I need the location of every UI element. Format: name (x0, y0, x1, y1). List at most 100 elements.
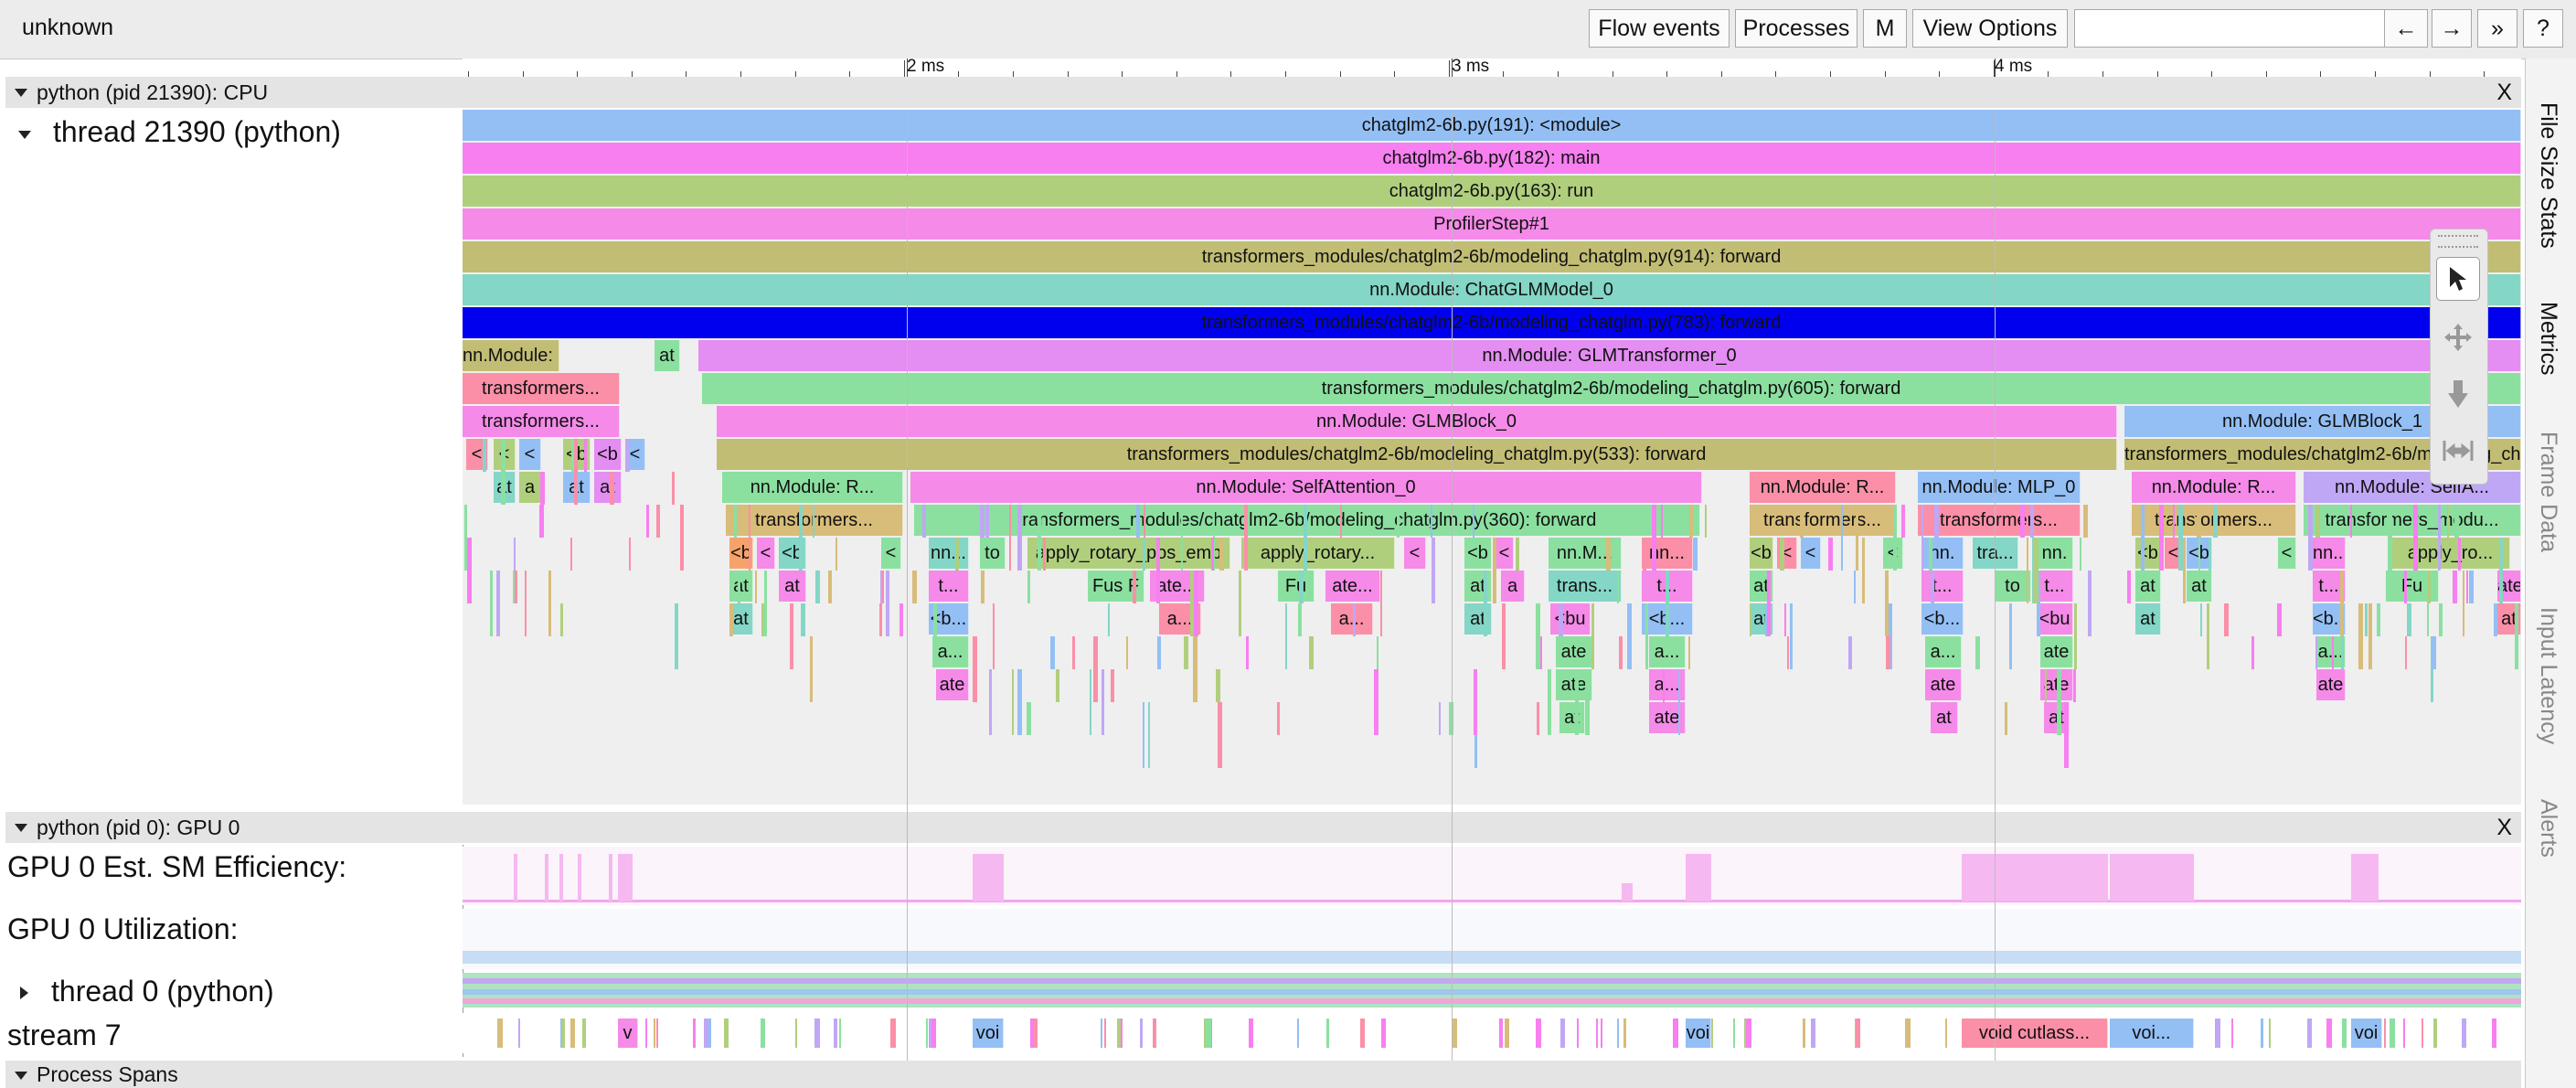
trace-slice[interactable]: <bu (1550, 603, 1591, 635)
search-input[interactable] (2074, 9, 2385, 48)
gpu-thread-track[interactable] (463, 973, 2521, 1008)
gpu-kernel-sliver[interactable] (1104, 1019, 1106, 1048)
close-gpu-process-icon[interactable]: X (2496, 815, 2512, 840)
gpu-kernel-sliver[interactable] (2384, 1019, 2386, 1048)
trace-slice-sliver[interactable] (2030, 505, 2034, 538)
trace-slice-sliver[interactable] (1038, 505, 1041, 571)
trace-slice-sliver[interactable] (1885, 571, 1889, 636)
trace-slice-sliver[interactable] (1181, 505, 1183, 571)
gpu-kernel-sliver[interactable] (1596, 1019, 1598, 1048)
trace-slice-sliver[interactable] (879, 603, 882, 636)
trace-slice-sliver[interactable] (2388, 505, 2392, 571)
trace-slice-sliver[interactable] (791, 636, 793, 669)
trace-slice-sliver[interactable] (1219, 538, 1224, 571)
gpu-kernel-sliver[interactable] (1249, 1019, 1253, 1048)
trace-slice[interactable]: nn. (1921, 538, 1964, 569)
trace-slice-sliver[interactable] (1027, 702, 1031, 735)
trace-slice-sliver[interactable] (2197, 505, 2201, 538)
more-button[interactable]: » (2477, 9, 2517, 48)
trace-slice-sliver[interactable] (836, 538, 837, 571)
trace-slice[interactable]: ate (2316, 669, 2346, 700)
trace-slice-sliver[interactable] (882, 571, 884, 603)
sm-efficiency-track[interactable] (463, 847, 2521, 905)
sidebar-tab-alerts[interactable]: Alerts (2536, 799, 2561, 858)
trace-slice-sliver[interactable] (980, 505, 985, 538)
processes-button[interactable]: Processes (1735, 9, 1857, 48)
trace-slice-sliver[interactable] (1627, 603, 1632, 669)
gpu-kernel-sliver[interactable] (2215, 1019, 2220, 1048)
trace-slice-sliver[interactable] (2515, 603, 2518, 669)
trace-slice[interactable]: apply_ro... (2391, 538, 2510, 569)
trace-slice-sliver[interactable] (1148, 702, 1150, 768)
trace-slice-sliver[interactable] (1841, 505, 1843, 571)
trace-slice-sliver[interactable] (1027, 571, 1030, 603)
thread-caret-icon[interactable] (18, 131, 31, 139)
trace-slice-sliver[interactable] (1585, 669, 1590, 735)
trace-slice-sliver[interactable] (1136, 505, 1140, 538)
gpu-kernel-sliver[interactable] (1297, 1019, 1299, 1048)
trace-slice-sliver[interactable] (1862, 538, 1865, 603)
trace-slice-sliver[interactable] (646, 505, 649, 538)
trace-slice-sliver[interactable] (2340, 571, 2344, 636)
trace-slice[interactable]: <b (1750, 538, 1773, 569)
trace-slice-sliver[interactable] (1661, 505, 1663, 538)
trace-slice-sliver[interactable] (1929, 538, 1932, 571)
trace-slice[interactable]: Fu (2386, 571, 2439, 602)
trace-slice-sliver[interactable] (749, 505, 750, 571)
trace-slice[interactable]: chatglm2-6b.py(163): run (463, 176, 2521, 207)
trace-slice[interactable]: nn.Module: R... (722, 472, 903, 503)
gpu-kernel-sliver[interactable] (693, 1019, 696, 1048)
trace-slice-sliver[interactable] (1277, 702, 1280, 735)
trace-slice-sliver[interactable] (1886, 636, 1890, 669)
trace-slice[interactable]: nn.Module: GLMBlock_0 (717, 406, 2117, 437)
trace-slice-sliver[interactable] (1353, 603, 1356, 636)
trace-slice-sliver[interactable] (1009, 505, 1011, 571)
zoom-tool-icon[interactable] (2436, 372, 2480, 416)
timing-tool-icon[interactable] (2436, 429, 2480, 473)
trace-slice-sliver[interactable] (1439, 702, 1441, 735)
trace-slice[interactable]: at (655, 340, 680, 371)
trace-slice[interactable]: < (1496, 538, 1514, 569)
trace-slice-sliver[interactable] (1012, 669, 1014, 735)
trace-slice-sliver[interactable] (1854, 571, 1856, 603)
trace-slice[interactable]: transformers_modules/chatglm2-6b/modelin… (914, 505, 1700, 536)
trace-slice-sliver[interactable] (1050, 636, 1055, 669)
stream-track[interactable]: v voi voi void cutlass... voi... voi (463, 1013, 2521, 1053)
gpu-kernel[interactable]: voi (973, 1019, 1004, 1048)
trace-slice-sliver[interactable] (1516, 538, 1519, 571)
trace-slice[interactable]: t... (929, 571, 969, 602)
gpu-kernel[interactable]: voi (1686, 1019, 1711, 1048)
trace-slice-sliver[interactable] (680, 505, 684, 571)
trace-slice[interactable]: nn... (2313, 538, 2346, 569)
trace-slice-sliver[interactable] (810, 636, 813, 702)
trace-slice-sliver[interactable] (1787, 636, 1789, 669)
gpu-kernel-sliver[interactable] (570, 1019, 575, 1048)
trace-slice-sliver[interactable] (1156, 538, 1160, 603)
gpu-kernel-sliver[interactable] (497, 1019, 503, 1048)
trace-slice[interactable]: a (1501, 571, 1525, 602)
trace-slice-sliver[interactable] (2020, 505, 2025, 538)
help-button[interactable]: ? (2523, 9, 2563, 48)
gpu-kernel-sliver[interactable] (1905, 1019, 1911, 1048)
gpu-kernel-sliver[interactable] (761, 1019, 765, 1048)
trace-slice-sliver[interactable] (2341, 636, 2344, 669)
pan-tool-icon[interactable] (2436, 315, 2480, 359)
trace-slice-sliver[interactable] (1537, 702, 1539, 735)
trace-slice-sliver[interactable] (2358, 603, 2363, 669)
gpu-kernel-sliver[interactable] (1360, 1019, 1365, 1048)
gpu-kernel-sliver[interactable] (561, 1019, 565, 1048)
trace-slice-sliver[interactable] (1474, 702, 1477, 768)
trace-slice-sliver[interactable] (761, 603, 766, 636)
trace-slice-sliver[interactable] (1102, 669, 1104, 735)
trace-slice-sliver[interactable] (1575, 669, 1579, 735)
trace-slice-sliver[interactable] (764, 571, 767, 636)
trace-slice-sliver[interactable] (1666, 571, 1669, 636)
trace-slice-sliver[interactable] (548, 571, 551, 636)
trace-slice-sliver[interactable] (2453, 571, 2457, 603)
trace-slice-sliver[interactable] (813, 505, 814, 538)
trace-slice[interactable]: < (1404, 538, 1426, 569)
trace-slice-sliver[interactable] (629, 538, 631, 571)
trace-slice[interactable]: at (1464, 603, 1492, 635)
trace-slice[interactable]: nn.M... (1549, 538, 1622, 569)
trace-slice-sliver[interactable] (2332, 636, 2334, 669)
